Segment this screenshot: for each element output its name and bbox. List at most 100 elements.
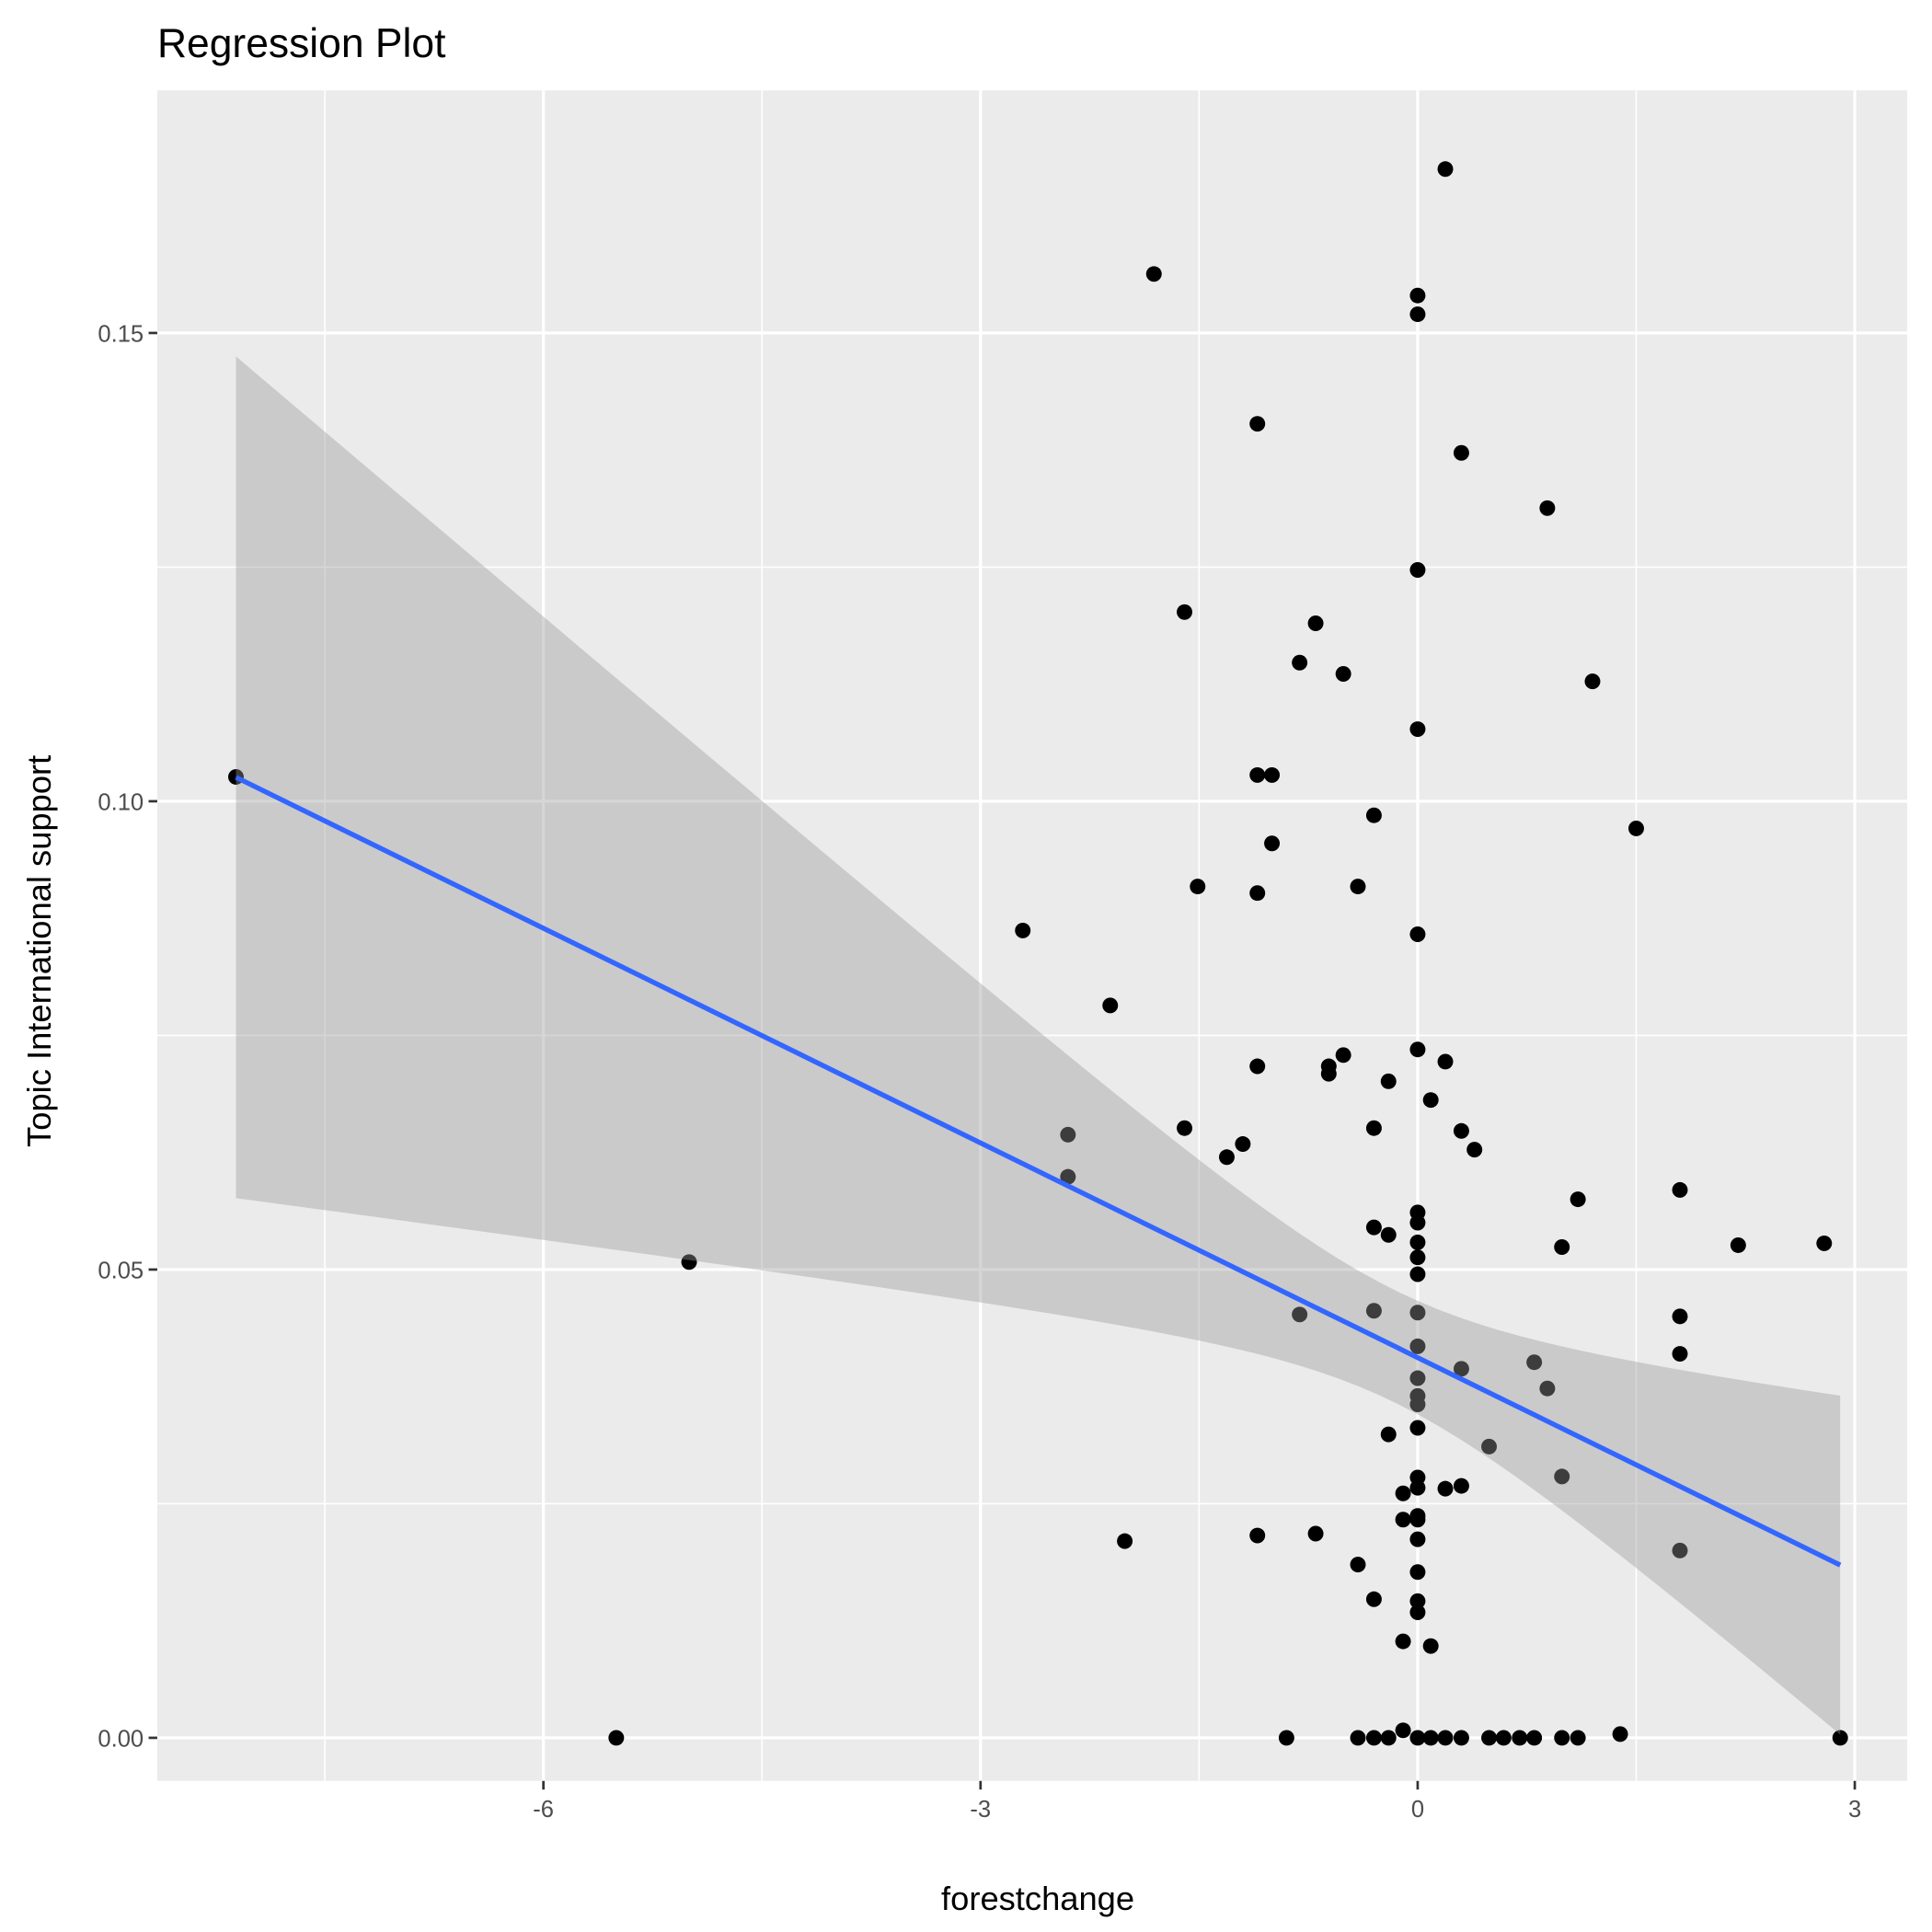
- data-point: [1365, 1120, 1382, 1136]
- data-point: [1570, 1730, 1586, 1746]
- data-point: [1554, 1239, 1570, 1255]
- data-point: [1612, 1726, 1628, 1742]
- data-point: [1466, 1142, 1483, 1158]
- data-point: [1409, 926, 1426, 942]
- data-point: [1409, 1730, 1426, 1746]
- data-point: [1409, 1512, 1426, 1528]
- data-point: [1409, 1041, 1426, 1058]
- data-point: [1409, 1420, 1426, 1436]
- data-point: [1264, 766, 1281, 783]
- data-point: [1409, 1604, 1426, 1621]
- data-point: [1320, 1065, 1337, 1082]
- data-point: [1453, 1122, 1469, 1139]
- chart-title: Regression Plot: [157, 21, 446, 66]
- data-point: [1218, 1149, 1235, 1166]
- data-point: [1409, 1305, 1426, 1321]
- data-point: [1628, 820, 1644, 836]
- data-point: [1495, 1730, 1512, 1746]
- regression-line: [235, 775, 1842, 1568]
- data-point: [1409, 1338, 1426, 1354]
- x-tick-label: -6: [533, 1797, 554, 1823]
- data-point: [1350, 1730, 1366, 1746]
- data-point: [681, 1254, 697, 1271]
- data-point: [1278, 1730, 1294, 1746]
- data-point: [1422, 1730, 1439, 1746]
- data-point: [1365, 1219, 1382, 1236]
- data-point: [1380, 1426, 1397, 1443]
- x-tick-label: 3: [1848, 1797, 1861, 1823]
- data-point: [1409, 1479, 1426, 1496]
- data-point: [1350, 1557, 1366, 1573]
- data-point: [1292, 654, 1308, 671]
- data-point: [1249, 766, 1266, 783]
- data-point: [1481, 1438, 1498, 1455]
- data-point: [1409, 1249, 1426, 1266]
- data-point: [1539, 500, 1556, 516]
- data-point: [1816, 1235, 1833, 1251]
- data-points: [228, 161, 1848, 1746]
- y-tick-label: 0.15: [98, 321, 144, 347]
- data-point: [1060, 1168, 1076, 1185]
- data-point: [1409, 1214, 1426, 1231]
- data-point: [1395, 1633, 1411, 1650]
- data-point: [1145, 266, 1162, 282]
- data-point: [1453, 1730, 1469, 1746]
- data-point: [1235, 1136, 1251, 1153]
- data-point: [608, 1730, 625, 1746]
- data-point: [1453, 1361, 1469, 1377]
- data-point: [1672, 1542, 1688, 1558]
- data-point: [1481, 1730, 1498, 1746]
- data-point: [1335, 666, 1351, 682]
- data-point: [1249, 885, 1266, 902]
- data-point: [1409, 721, 1426, 738]
- data-point: [1249, 1527, 1266, 1544]
- data-point: [1554, 1730, 1570, 1746]
- data-point: [1453, 444, 1469, 461]
- data-point: [1409, 306, 1426, 323]
- plot-panel: [156, 90, 1908, 1781]
- y-tick-label: 0.00: [98, 1726, 144, 1752]
- data-point: [1437, 1480, 1454, 1497]
- data-point: [1409, 562, 1426, 578]
- y-tick-label: 0.10: [98, 789, 144, 815]
- data-point: [1554, 1468, 1570, 1485]
- data-point: [1437, 161, 1454, 178]
- data-point: [1832, 1730, 1848, 1746]
- data-point: [1060, 1126, 1076, 1143]
- confidence-band: [236, 356, 1841, 1735]
- data-point: [1190, 879, 1206, 895]
- data-point: [1307, 615, 1324, 631]
- data-point: [1409, 1370, 1426, 1386]
- y-tick-label: 0.05: [98, 1258, 144, 1283]
- data-point: [1437, 1730, 1454, 1746]
- data-point: [1015, 922, 1031, 938]
- data-point: [1292, 1306, 1308, 1323]
- data-point: [1409, 1234, 1426, 1250]
- data-point: [1264, 835, 1281, 852]
- data-point: [1672, 1181, 1688, 1198]
- data-point: [1365, 1730, 1382, 1746]
- data-point: [1512, 1730, 1528, 1746]
- data-point: [1409, 1266, 1426, 1282]
- data-point: [1422, 1092, 1439, 1109]
- data-point: [1307, 1525, 1324, 1542]
- data-point: [1672, 1308, 1688, 1325]
- data-point: [1672, 1346, 1688, 1363]
- data-point: [1409, 287, 1426, 304]
- data-point: [1395, 1722, 1411, 1739]
- x-tick-label: 0: [1411, 1797, 1424, 1823]
- data-point: [1365, 1303, 1382, 1319]
- data-point: [1409, 1564, 1426, 1581]
- x-axis-label: forestchange: [941, 1880, 1134, 1917]
- data-point: [1177, 1120, 1193, 1136]
- data-point: [1526, 1354, 1543, 1371]
- data-point: [1437, 1053, 1454, 1070]
- y-axis-label: Topic International support: [20, 755, 58, 1147]
- data-point: [1249, 1058, 1266, 1075]
- data-point: [1365, 1591, 1382, 1607]
- data-point: [1395, 1485, 1411, 1501]
- data-point: [1380, 1073, 1397, 1089]
- data-point: [1350, 879, 1366, 895]
- data-point: [1365, 807, 1382, 823]
